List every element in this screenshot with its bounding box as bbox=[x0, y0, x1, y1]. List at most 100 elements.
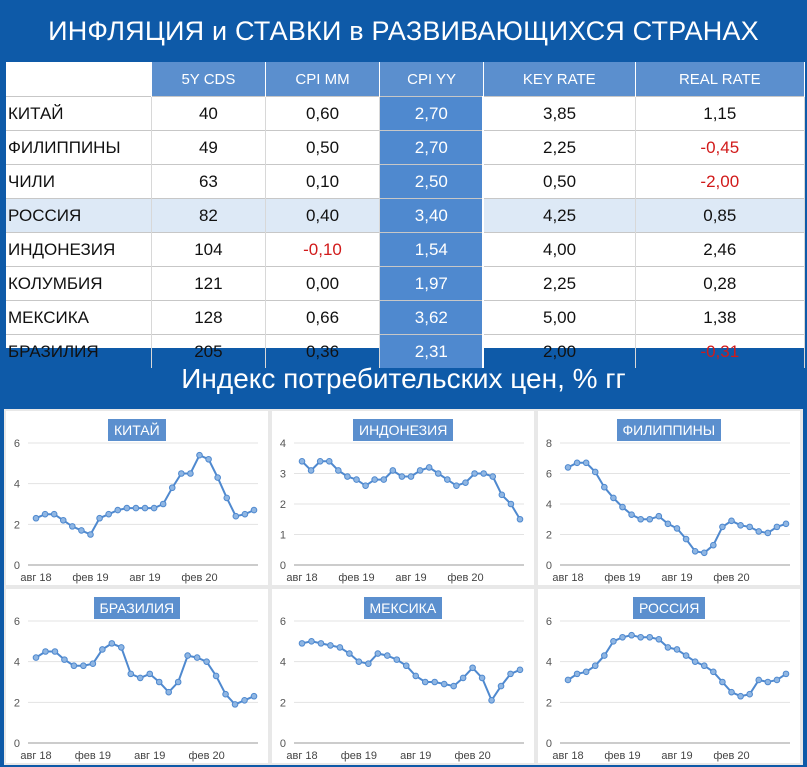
data-point bbox=[298, 458, 306, 465]
data-point bbox=[346, 650, 353, 657]
data-point bbox=[214, 474, 221, 481]
cell-country: КИТАЙ bbox=[6, 96, 152, 131]
x-tick-label: авг 19 bbox=[661, 750, 692, 762]
data-point bbox=[212, 672, 220, 680]
data-point bbox=[719, 678, 726, 686]
data-point bbox=[118, 644, 125, 651]
data-point bbox=[471, 470, 478, 477]
header-country bbox=[6, 62, 152, 97]
data-point bbox=[673, 525, 681, 532]
table-body: КИТАЙ 40 0,60 2,70 3,85 1,15 ФИЛИППИНЫ 49 0,50 2,… bbox=[6, 96, 806, 368]
charts-section-title: Индекс потребительских цен, % гг bbox=[0, 348, 807, 410]
cell-country: КОЛУМБИЯ bbox=[6, 266, 152, 301]
data-point bbox=[637, 515, 644, 523]
data-point bbox=[421, 678, 429, 686]
data-point bbox=[155, 678, 163, 686]
data-point bbox=[307, 467, 315, 474]
data-point bbox=[105, 510, 112, 518]
chart-title: ИНДОНЕЗИЯ bbox=[353, 419, 454, 441]
data-point bbox=[507, 670, 514, 678]
data-point bbox=[746, 690, 753, 698]
y-tick-label: 2 bbox=[546, 530, 552, 542]
y-tick-label: 1 bbox=[280, 530, 286, 542]
data-point bbox=[141, 504, 149, 512]
x-tick-label: фев 20 bbox=[188, 750, 224, 762]
data-point bbox=[619, 503, 626, 511]
data-point bbox=[250, 692, 258, 700]
cell-cpi-mm: 0,36 bbox=[265, 334, 381, 368]
chart-panel: 0 1 2 3 4 авг 18 фев 19 авг 19 фев 20 ИНДОНЕЗИЯ bbox=[272, 411, 534, 585]
cell-5y-cds: 104 bbox=[151, 232, 266, 267]
x-tick-label: фев 19 bbox=[341, 750, 377, 762]
chart-panel: 0 2 4 6 8 авг 18 фев 19 авг 19 фев 20 ФИЛИППИНЫ bbox=[538, 411, 800, 585]
cell-real-rate: -2,00 bbox=[635, 164, 806, 199]
cell-cpi-mm: 0,60 bbox=[265, 96, 381, 131]
chart-panel: 0 2 4 6 авг 18 фев 19 авг 19 фев 20 КИТАЙ bbox=[6, 411, 268, 585]
rates-table-grid: 5Y CDS CPI MM CPI YY KEY RATE REAL RATE … bbox=[6, 62, 806, 368]
data-point bbox=[241, 697, 248, 704]
data-point bbox=[655, 512, 663, 520]
y-tick-label: 0 bbox=[546, 560, 552, 572]
cell-key-rate: 2,00 bbox=[483, 334, 636, 368]
data-point bbox=[564, 676, 572, 684]
data-point bbox=[99, 646, 106, 653]
line-chart: 0 2 4 6 авг 18 фев 19 авг 19 фев 20 bbox=[546, 616, 790, 762]
data-point bbox=[728, 688, 735, 696]
data-point bbox=[682, 652, 690, 659]
data-point bbox=[746, 523, 753, 531]
y-tick-label: 0 bbox=[14, 738, 20, 750]
data-point bbox=[80, 662, 87, 670]
chart-title: МЕКСИКА bbox=[363, 597, 443, 619]
x-tick-label: фев 20 bbox=[454, 750, 490, 762]
y-tick-label: 4 bbox=[546, 657, 552, 669]
cell-cpi-yy: 2,70 bbox=[379, 130, 485, 165]
y-tick-label: 0 bbox=[280, 738, 286, 750]
series-line bbox=[567, 461, 787, 554]
cell-key-rate: 4,25 bbox=[483, 198, 636, 233]
charts-section-title-text: Индекс потребительских цен, % гг bbox=[181, 363, 626, 394]
rates-table: 5Y CDS CPI MM CPI YY KEY RATE REAL RATE … bbox=[6, 62, 806, 368]
page-title-text: ИНФЛЯЦИЯ и СТАВКИ в РАЗВИВАЮЩИХСЯ СТРАНА… bbox=[48, 15, 759, 46]
data-point bbox=[114, 506, 122, 514]
data-point bbox=[298, 640, 306, 647]
data-point bbox=[719, 523, 726, 531]
data-point bbox=[127, 670, 135, 678]
x-tick-label: авг 18 bbox=[20, 572, 51, 584]
data-point bbox=[203, 658, 210, 665]
data-point bbox=[159, 500, 167, 508]
data-point bbox=[610, 494, 617, 502]
x-tick-label: авг 18 bbox=[552, 750, 583, 762]
data-point bbox=[146, 670, 154, 678]
x-tick-label: авг 19 bbox=[400, 750, 431, 762]
data-point bbox=[78, 527, 85, 534]
data-point bbox=[89, 660, 97, 667]
data-point bbox=[610, 638, 617, 645]
data-point bbox=[61, 656, 68, 663]
cell-cpi-yy: 2,70 bbox=[379, 96, 485, 131]
data-point bbox=[700, 549, 708, 557]
data-point bbox=[453, 482, 460, 489]
chart-title: БРАЗИЛИЯ bbox=[93, 597, 181, 619]
x-tick-label: авг 18 bbox=[20, 750, 51, 762]
data-point bbox=[782, 520, 790, 528]
data-point bbox=[646, 515, 654, 523]
data-point bbox=[150, 504, 158, 512]
data-point bbox=[70, 662, 78, 670]
cell-key-rate: 3,85 bbox=[483, 96, 636, 131]
y-tick-label: 0 bbox=[546, 738, 552, 750]
y-tick-label: 8 bbox=[546, 438, 552, 450]
x-tick-label: авг 19 bbox=[395, 572, 426, 584]
data-point bbox=[773, 523, 781, 531]
cell-5y-cds: 63 bbox=[151, 164, 266, 199]
data-point bbox=[497, 682, 505, 690]
data-point bbox=[619, 633, 626, 641]
data-point bbox=[516, 515, 524, 523]
data-point bbox=[412, 672, 420, 680]
cell-real-rate: 0,85 bbox=[635, 198, 806, 233]
cell-cpi-yy: 3,62 bbox=[379, 300, 485, 335]
x-tick-label: авг 18 bbox=[286, 750, 317, 762]
cell-country: БРАЗИЛИЯ bbox=[6, 334, 152, 368]
data-point bbox=[637, 633, 644, 641]
y-tick-label: 4 bbox=[280, 657, 286, 669]
cell-real-rate: -0,31 bbox=[635, 334, 806, 368]
